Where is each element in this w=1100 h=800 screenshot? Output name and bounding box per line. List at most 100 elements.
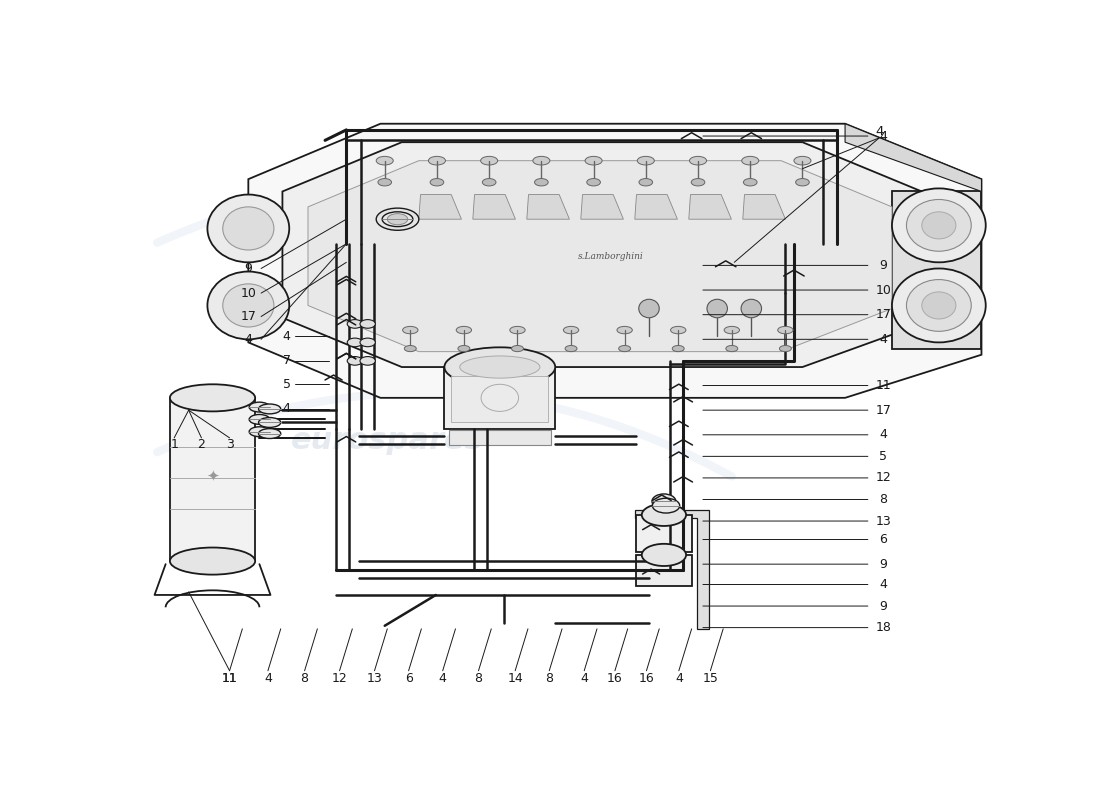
- Text: 4: 4: [880, 130, 888, 142]
- Polygon shape: [283, 142, 922, 367]
- Text: eurospares: eurospares: [631, 248, 825, 277]
- Ellipse shape: [382, 212, 412, 226]
- Ellipse shape: [430, 178, 443, 186]
- Polygon shape: [635, 510, 708, 629]
- Ellipse shape: [378, 178, 392, 186]
- Ellipse shape: [724, 326, 739, 334]
- Text: 15: 15: [703, 672, 718, 685]
- Text: 12: 12: [876, 471, 891, 485]
- Text: 5: 5: [879, 450, 888, 463]
- Ellipse shape: [671, 326, 686, 334]
- Ellipse shape: [532, 156, 550, 165]
- Polygon shape: [308, 161, 892, 352]
- Ellipse shape: [906, 279, 971, 331]
- Ellipse shape: [169, 547, 255, 574]
- Ellipse shape: [906, 199, 971, 251]
- Text: 1: 1: [170, 438, 178, 450]
- Ellipse shape: [208, 271, 289, 339]
- Ellipse shape: [250, 426, 270, 437]
- Polygon shape: [635, 194, 678, 219]
- Text: 10: 10: [876, 283, 891, 297]
- Ellipse shape: [444, 347, 556, 386]
- Polygon shape: [689, 194, 732, 219]
- Bar: [169, 398, 255, 561]
- Ellipse shape: [691, 178, 705, 186]
- Text: 17: 17: [241, 310, 256, 323]
- Polygon shape: [527, 194, 570, 219]
- Ellipse shape: [512, 346, 524, 352]
- Text: 12: 12: [332, 672, 348, 685]
- Ellipse shape: [222, 284, 274, 327]
- Text: 3: 3: [226, 438, 233, 450]
- Text: 9: 9: [244, 262, 252, 275]
- Ellipse shape: [639, 299, 659, 318]
- Ellipse shape: [360, 357, 375, 365]
- Ellipse shape: [360, 338, 375, 346]
- Ellipse shape: [617, 326, 632, 334]
- Text: 18: 18: [876, 621, 891, 634]
- Text: 4: 4: [244, 333, 252, 346]
- Ellipse shape: [744, 178, 757, 186]
- Bar: [636, 555, 692, 586]
- Ellipse shape: [639, 178, 652, 186]
- Polygon shape: [845, 124, 981, 191]
- Polygon shape: [581, 194, 624, 219]
- Text: 4: 4: [283, 402, 290, 415]
- Ellipse shape: [652, 498, 680, 513]
- Ellipse shape: [778, 326, 793, 334]
- Text: 4: 4: [874, 126, 883, 138]
- Text: 4: 4: [264, 672, 272, 685]
- Text: 11: 11: [876, 379, 891, 392]
- Text: 6: 6: [880, 533, 888, 546]
- Ellipse shape: [348, 338, 363, 346]
- Ellipse shape: [892, 269, 986, 342]
- Ellipse shape: [360, 320, 375, 328]
- Text: 8: 8: [546, 672, 553, 685]
- Text: 11: 11: [222, 672, 238, 685]
- Text: 9: 9: [880, 599, 888, 613]
- Text: 8: 8: [474, 672, 483, 685]
- Text: 8: 8: [879, 493, 888, 506]
- Ellipse shape: [348, 357, 363, 365]
- Text: 4: 4: [439, 672, 447, 685]
- Ellipse shape: [456, 326, 472, 334]
- Text: 9: 9: [880, 259, 888, 272]
- Ellipse shape: [481, 156, 497, 165]
- Ellipse shape: [563, 326, 579, 334]
- Text: 13: 13: [366, 672, 383, 685]
- Ellipse shape: [637, 156, 654, 165]
- Ellipse shape: [690, 156, 706, 165]
- Ellipse shape: [707, 299, 727, 318]
- Ellipse shape: [482, 178, 496, 186]
- Ellipse shape: [641, 544, 686, 566]
- Ellipse shape: [258, 418, 280, 427]
- Text: 8: 8: [300, 672, 309, 685]
- Polygon shape: [892, 191, 981, 349]
- Ellipse shape: [460, 356, 540, 378]
- Ellipse shape: [403, 326, 418, 334]
- Ellipse shape: [585, 156, 602, 165]
- Text: 4: 4: [880, 578, 888, 591]
- Text: 17: 17: [876, 404, 891, 417]
- Ellipse shape: [458, 346, 470, 352]
- Text: 13: 13: [876, 514, 891, 527]
- Ellipse shape: [780, 346, 791, 352]
- Ellipse shape: [405, 346, 416, 352]
- Text: 5: 5: [283, 378, 290, 390]
- Ellipse shape: [565, 346, 578, 352]
- Text: 4: 4: [675, 672, 683, 685]
- Ellipse shape: [258, 429, 280, 438]
- Text: 14: 14: [507, 672, 522, 685]
- Ellipse shape: [892, 188, 986, 262]
- Text: 7: 7: [283, 354, 290, 367]
- Polygon shape: [249, 124, 981, 398]
- Text: 11: 11: [222, 672, 238, 685]
- Ellipse shape: [794, 156, 811, 165]
- Text: 17: 17: [876, 308, 891, 321]
- Ellipse shape: [258, 404, 280, 414]
- Ellipse shape: [741, 299, 761, 318]
- Ellipse shape: [376, 156, 394, 165]
- Ellipse shape: [672, 346, 684, 352]
- Bar: [444, 367, 556, 429]
- Polygon shape: [742, 194, 785, 219]
